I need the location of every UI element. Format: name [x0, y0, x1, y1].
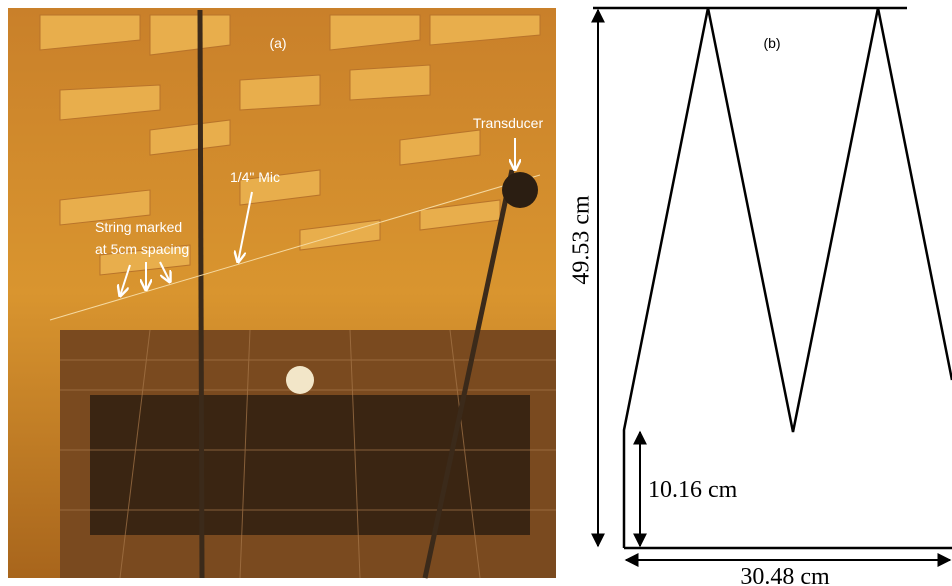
dimension-label: 10.16 cm — [648, 477, 738, 503]
figure: (a) Transducer 1/4" Mic String marked at… — [0, 0, 952, 586]
annotation: Transducer — [473, 115, 544, 131]
wedge-outline — [593, 8, 952, 548]
panel-label: (a) — [269, 35, 286, 51]
dimension-label: 30.48 cm — [740, 564, 830, 586]
page: (a) Transducer 1/4" Mic String marked at… — [0, 0, 952, 586]
annotation: 1/4" Mic — [230, 169, 280, 185]
annotation: at 5cm spacing — [95, 241, 189, 257]
dimension-label: 49.53 cm — [569, 195, 595, 285]
photo — [8, 8, 556, 578]
annotation: String marked — [95, 219, 182, 235]
panel-label: (b) — [763, 35, 780, 51]
